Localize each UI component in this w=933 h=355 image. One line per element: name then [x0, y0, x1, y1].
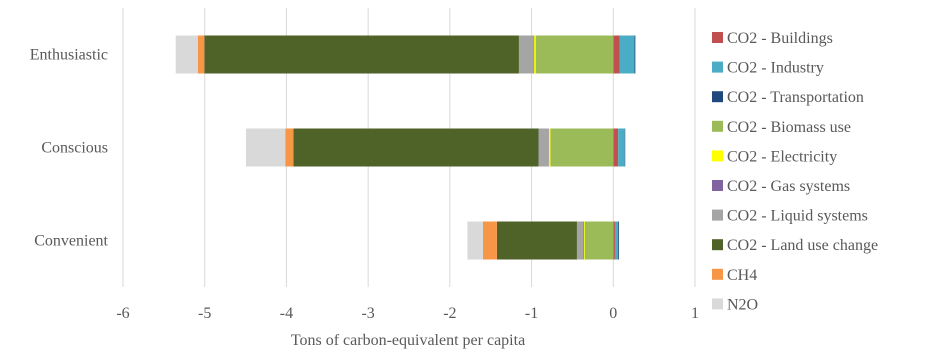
legend-swatch — [712, 298, 723, 310]
bar-segment — [533, 35, 535, 74]
bar-segment — [548, 128, 549, 167]
bar-segment — [550, 128, 614, 167]
bar-segment — [618, 128, 625, 167]
category-labels: Enthusiastic Conscious Convenient — [30, 47, 109, 250]
bar-segment — [613, 128, 619, 167]
legend-swatch — [712, 150, 723, 162]
legend: CO2 - Buildings CO2 - Industry CO2 - Trans… — [712, 30, 878, 313]
category-label: Conscious — [41, 140, 108, 157]
bar-segment — [583, 221, 585, 260]
legend-label: CO2 - Transportation — [727, 89, 864, 106]
x-tick-labels: -6 -5 -4 -3 -2 -1 0 1 — [116, 305, 699, 322]
x-tick-label: -3 — [361, 305, 374, 322]
bar-segment — [613, 35, 620, 74]
bar-segment — [583, 221, 584, 260]
legend-swatch — [712, 209, 723, 221]
bar-segment — [613, 221, 615, 260]
x-axis-title: Tons of carbon-equivalent per capita — [291, 332, 525, 349]
legend-label: CO2 - Land use change — [727, 237, 878, 254]
legend-swatch — [712, 180, 723, 191]
legend-swatch — [712, 32, 723, 43]
legend-label: CO2 - Biomass use — [727, 119, 851, 136]
category-label: Enthusiastic — [30, 47, 108, 64]
legend-label: N2O — [727, 296, 758, 313]
legend-swatch — [712, 120, 723, 132]
legend-label: CO2 - Liquid systems — [727, 208, 868, 225]
legend-swatch — [712, 268, 723, 280]
legend-label: CH4 — [727, 267, 757, 284]
bar-segment — [548, 128, 551, 167]
category-label: Convenient — [34, 233, 108, 250]
bar-segment — [618, 221, 620, 260]
bar-segment — [285, 128, 294, 167]
legend-label: CO2 - Electricity — [727, 148, 837, 165]
x-tick-label: -2 — [443, 305, 456, 322]
bar-segment — [197, 35, 205, 74]
bar-segment — [634, 35, 636, 74]
bar-segment — [467, 221, 483, 260]
bar-segment — [293, 128, 539, 167]
legend-swatch — [712, 239, 723, 251]
x-tick-label: -4 — [280, 305, 293, 322]
bars — [175, 35, 636, 260]
bar-segment — [538, 128, 549, 167]
bar-segment — [624, 128, 626, 167]
bar-segment — [204, 35, 519, 74]
bar-segment — [584, 221, 614, 260]
bar-segment — [482, 221, 497, 260]
x-tick-label: 0 — [609, 305, 617, 322]
legend-label: CO2 - Industry — [727, 60, 824, 77]
legend-label: CO2 - Gas systems — [727, 178, 850, 195]
bar-segment — [518, 35, 534, 74]
legend-swatch — [712, 91, 723, 103]
x-tick-label: -6 — [116, 305, 129, 322]
bar-segment — [245, 128, 286, 167]
x-tick-label: -5 — [198, 305, 211, 322]
bar-segment — [576, 221, 584, 260]
bar-segment — [619, 35, 635, 74]
legend-swatch — [712, 61, 723, 73]
x-tick-label: -1 — [525, 305, 538, 322]
bar-segment — [496, 221, 577, 260]
bar-segment — [535, 35, 614, 74]
bar-segment — [534, 35, 536, 74]
bar-segment — [614, 221, 619, 260]
x-tick-label: 1 — [691, 305, 699, 322]
bar-segment — [175, 35, 198, 74]
legend-label: CO2 - Buildings — [727, 30, 833, 47]
